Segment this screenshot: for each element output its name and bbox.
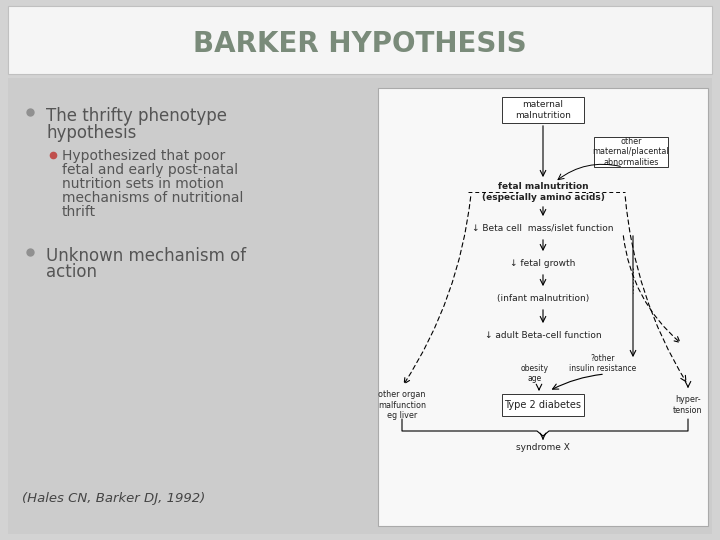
Text: syndrome X: syndrome X [516, 443, 570, 453]
Bar [8, 78, 712, 534]
Text: (infant malnutrition): (infant malnutrition) [497, 294, 589, 302]
Text: Unknown mechanism of: Unknown mechanism of [46, 247, 246, 265]
Text: Type 2 diabetes: Type 2 diabetes [505, 400, 582, 410]
Text: ↓ Beta cell  mass/islet function: ↓ Beta cell mass/islet function [472, 224, 613, 233]
Bar [502, 97, 584, 123]
Text: mechanisms of nutritional: mechanisms of nutritional [62, 191, 243, 205]
Text: (Hales CN, Barker DJ, 1992): (Hales CN, Barker DJ, 1992) [22, 492, 205, 505]
Text: obesity
age: obesity age [521, 364, 549, 383]
Bar [378, 88, 708, 526]
Text: maternal
malnutrition: maternal malnutrition [515, 100, 571, 120]
Text: action: action [46, 263, 97, 281]
Text: The thrifty phenotype: The thrifty phenotype [46, 107, 227, 125]
Bar [8, 6, 712, 74]
Text: fetal malnutrition
(especially amino acids): fetal malnutrition (especially amino aci… [482, 183, 604, 202]
Text: nutrition sets in motion: nutrition sets in motion [62, 177, 224, 191]
Text: thrift: thrift [62, 205, 96, 219]
Bar [594, 137, 668, 167]
Bar [502, 394, 584, 416]
Text: ↓ adult Beta-cell function: ↓ adult Beta-cell function [485, 330, 601, 340]
Text: BARKER HYPOTHESIS: BARKER HYPOTHESIS [193, 30, 527, 58]
Text: other organ
malfunction
eg liver: other organ malfunction eg liver [378, 390, 426, 420]
Text: ↓ fetal growth: ↓ fetal growth [510, 259, 576, 267]
Text: fetal and early post-natal: fetal and early post-natal [62, 163, 238, 177]
Text: hyper-
tension: hyper- tension [673, 395, 703, 415]
Text: Hypothesized that poor: Hypothesized that poor [62, 149, 225, 163]
Text: ?other
insulin resistance: ?other insulin resistance [570, 354, 636, 373]
Text: other
maternal/placental
abnormalities: other maternal/placental abnormalities [593, 137, 670, 167]
Text: hypothesis: hypothesis [46, 124, 136, 142]
